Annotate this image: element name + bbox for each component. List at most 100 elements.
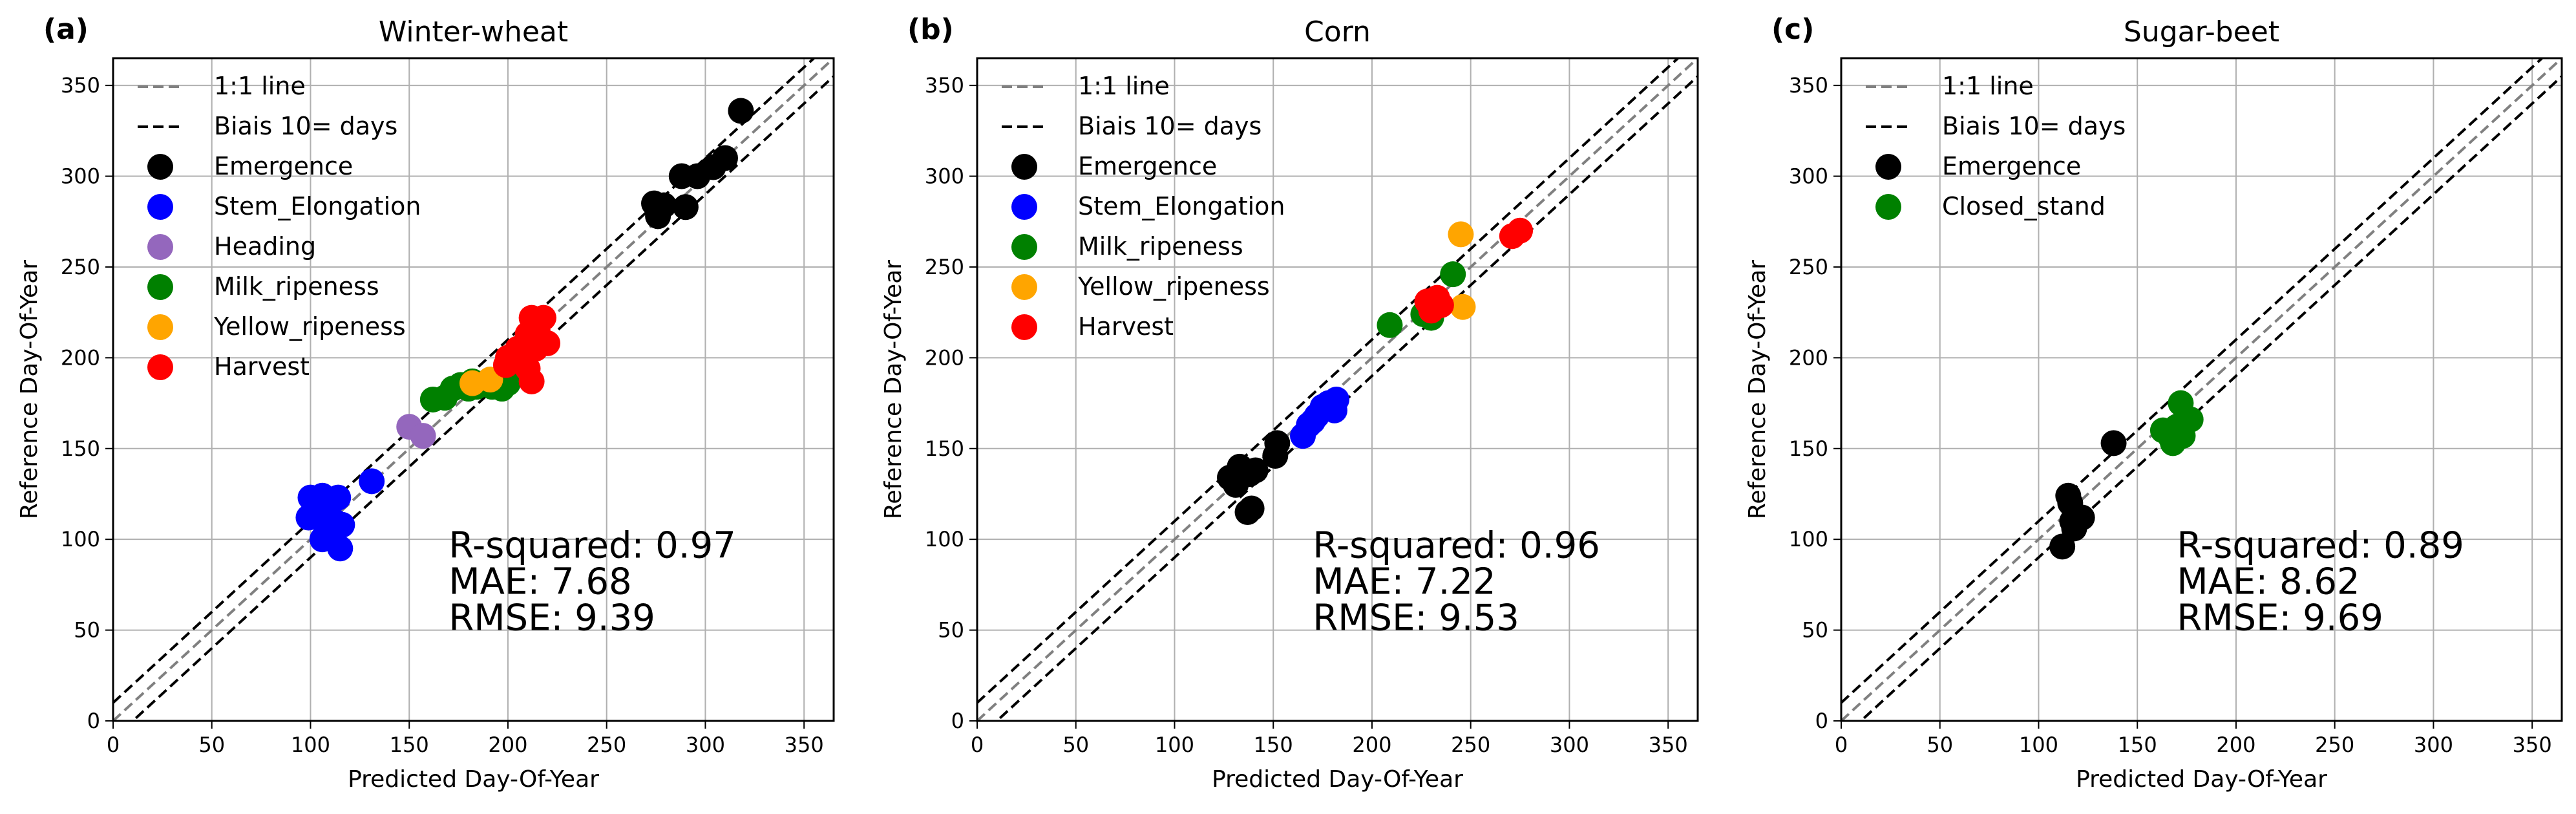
y-axis-label: Reference Day-Of-Year <box>880 260 907 519</box>
point-emergence <box>1242 457 1269 484</box>
y-tick-label: 300 <box>925 164 964 189</box>
y-tick-label: 150 <box>61 436 100 461</box>
y-tick-label: 250 <box>1789 255 1828 279</box>
legend-closed-stand-label: Closed_stand <box>1942 192 2106 220</box>
y-tick-label: 300 <box>1789 164 1828 189</box>
point-stem-elongation <box>1300 408 1326 434</box>
x-tick-label: 250 <box>587 733 626 757</box>
point-heading <box>410 423 436 449</box>
x-tick-label: 250 <box>1451 733 1490 757</box>
legend: 1:1 line Biais 10= days Emergence Stem_Elon… <box>1002 72 1285 341</box>
panel-2: 0 50 100 150 200 250 300 350 0 50 100 150 200 250 300 3… <box>880 13 1699 793</box>
legend-yellow-ripeness-marker <box>147 314 173 340</box>
panel-label: (c) <box>1771 13 1814 46</box>
point-stem-elongation <box>327 535 354 562</box>
x-tick-label: 200 <box>2216 733 2255 757</box>
x-tick-label: 300 <box>1550 733 1589 757</box>
legend-stem-elongation-label: Stem_Elongation <box>214 192 421 220</box>
legend-harvest-label: Harvest <box>1078 312 1174 341</box>
y-tick-label: 300 <box>61 164 100 189</box>
stat-rmse: RMSE: 9.53 <box>1313 597 1519 639</box>
x-tick-label: 350 <box>785 733 824 757</box>
y-tick-label: 200 <box>1789 345 1828 370</box>
y-tick-label: 350 <box>61 73 100 98</box>
y-tick-label: 100 <box>1789 527 1828 552</box>
legend-milk-ripeness-marker <box>1011 234 1037 260</box>
point-emergence <box>672 194 699 220</box>
panel-label: (b) <box>907 13 954 46</box>
stat-r-squared: R-squared: 0.96 <box>1313 524 1600 566</box>
y-tick-label: 250 <box>61 255 100 279</box>
y-axis-label: Reference Day-Of-Year <box>16 260 43 519</box>
legend-harvest-label: Harvest <box>214 352 310 381</box>
point-yellow-ripeness <box>1450 294 1476 320</box>
legend-emergence-label: Emergence <box>1078 152 1217 180</box>
chart-title: Sugar-beet <box>2124 16 2279 48</box>
legend-emergence-label: Emergence <box>1942 152 2081 180</box>
stat-mae: MAE: 7.68 <box>449 561 631 603</box>
x-tick-label: 0 <box>107 733 120 757</box>
legend-identity-line-label: 1:1 line <box>1942 72 2034 100</box>
x-tick-label: 100 <box>2019 733 2058 757</box>
panel-label: (a) <box>43 13 89 46</box>
y-tick-label: 0 <box>87 709 100 733</box>
bias-line-lower <box>131 75 834 721</box>
legend: 1:1 line Biais 10= days Emergence Stem_Elon… <box>138 72 421 381</box>
data-points <box>1217 217 1534 526</box>
legend-emergence-label: Emergence <box>214 152 353 180</box>
legend-bias-line-label: Biais 10= days <box>1078 112 1262 140</box>
legend-yellow-ripeness-marker <box>1011 274 1037 300</box>
legend-stem-elongation-marker <box>147 194 173 220</box>
axes-frame <box>112 57 835 722</box>
point-emergence <box>2100 430 2127 456</box>
x-tick-label: 50 <box>1062 733 1089 757</box>
legend: 1:1 line Biais 10= days Emergence Closed_st… <box>1866 72 2126 220</box>
y-tick-label: 50 <box>74 618 100 643</box>
bias-line-lower <box>1859 75 2562 721</box>
x-tick-label: 150 <box>2118 733 2157 757</box>
bias-line-upper <box>977 58 1680 704</box>
y-tick-label: 150 <box>1789 436 1828 461</box>
legend-heading-label: Heading <box>214 232 316 261</box>
x-tick-label: 300 <box>2414 733 2453 757</box>
legend-identity-line-label: 1:1 line <box>214 72 306 100</box>
axes-frame <box>976 57 1699 722</box>
x-tick-label: 150 <box>390 733 429 757</box>
y-axis-label: Reference Day-Of-Year <box>1744 260 1771 519</box>
x-axis-label: Predicted Day-Of-Year <box>348 766 599 793</box>
y-tick-label: 350 <box>925 73 964 98</box>
x-tick-label: 150 <box>1254 733 1293 757</box>
y-tick-label: 200 <box>61 345 100 370</box>
legend-stem-elongation-label: Stem_Elongation <box>1078 192 1285 220</box>
legend-milk-ripeness-label: Milk_ripeness <box>1078 232 1243 261</box>
x-tick-label: 100 <box>1155 733 1194 757</box>
legend-milk-ripeness-marker <box>147 274 173 300</box>
legend-harvest-marker <box>1011 314 1037 340</box>
stat-rmse: RMSE: 9.69 <box>2177 597 2383 639</box>
point-harvest <box>492 352 519 378</box>
point-emergence <box>684 163 711 189</box>
y-tick-label: 150 <box>925 436 964 461</box>
point-harvest <box>1418 297 1444 324</box>
point-emergence <box>1264 430 1291 456</box>
y-tick-label: 200 <box>925 345 964 370</box>
stat-mae: MAE: 8.62 <box>2177 561 2360 603</box>
legend-yellow-ripeness-label: Yellow_ripeness <box>213 312 406 341</box>
x-axis-label: Predicted Day-Of-Year <box>1212 766 1463 793</box>
point-closed-stand <box>2160 430 2186 456</box>
x-axis-label: Predicted Day-Of-Year <box>2076 766 2327 793</box>
x-tick-label: 50 <box>198 733 225 757</box>
x-tick-label: 0 <box>971 733 984 757</box>
reference-lines <box>1841 58 2562 721</box>
y-tick-label: 0 <box>1815 709 1828 733</box>
point-milk-ripeness <box>1377 312 1403 338</box>
x-tick-label: 250 <box>2315 733 2354 757</box>
stat-rmse: RMSE: 9.39 <box>449 597 655 639</box>
x-tick-label: 200 <box>1352 733 1391 757</box>
bias-line-upper <box>1841 58 2544 704</box>
point-milk-ripeness <box>1440 261 1466 288</box>
x-tick-label: 50 <box>1927 733 1953 757</box>
identity-line <box>1841 58 2562 721</box>
x-tick-label: 350 <box>2513 733 2552 757</box>
